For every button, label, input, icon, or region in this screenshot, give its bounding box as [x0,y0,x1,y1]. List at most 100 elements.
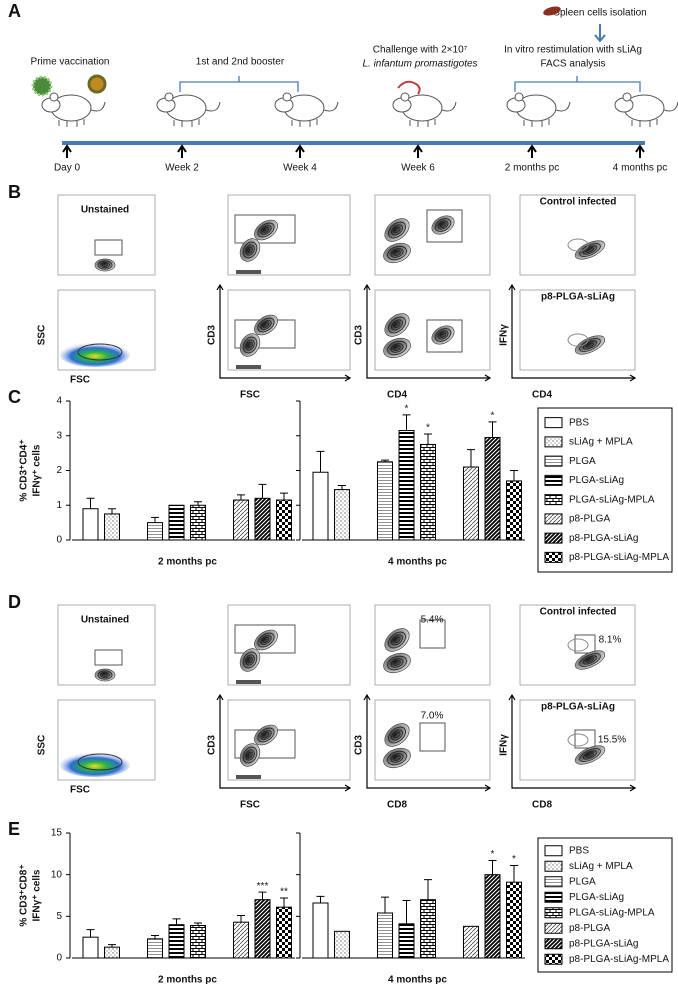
contour [567,733,589,747]
cell-population [574,650,606,670]
bracket [514,76,641,92]
contour [390,753,404,763]
error-bar [258,483,267,499]
timepoint-arrow [413,144,423,158]
legend-swatch [544,494,563,506]
error-bar [258,891,267,900]
error-bar [510,865,518,883]
legend-label: PLGA-sLiAg-MPLA [569,907,655,918]
contour [387,340,407,356]
mouse-legs [409,119,436,127]
axis-label: IFNγ [499,734,510,756]
plot-frame [57,194,156,276]
axis-arrows [216,693,352,792]
mouse-legs [291,119,318,127]
gate [426,209,463,243]
contour [388,221,406,239]
legend-label: PLGA-sLiAg [569,475,624,486]
contour [582,340,598,350]
y-tick-label: 15 [51,828,63,839]
bar [312,902,329,959]
error-bar [108,944,116,948]
scatter-density [60,343,130,367]
contour [262,732,270,738]
cell-population [239,333,261,357]
error-bar [151,516,159,523]
mouse-tail [441,101,457,112]
bar [398,923,415,959]
event-label: L. infantum promastigotes [362,59,477,70]
gate [574,634,596,654]
contour [388,316,406,334]
axis-label: FSC [240,800,260,811]
contour [393,660,401,666]
gate [77,343,123,361]
legend-swatch [544,922,563,934]
cell-population [431,325,455,345]
gate-percentage: 8.1% [599,635,622,646]
contour [260,730,272,740]
y-tick-label: 3 [56,430,62,441]
axis-arrows [216,283,352,382]
contour [393,731,401,739]
contour [582,655,598,665]
error-bar [338,484,346,490]
y-tick-label: 10 [51,869,63,880]
significance-label: *** [257,881,269,892]
contour [393,226,401,234]
axis-label: CD3 [207,325,218,345]
contour [242,746,258,764]
mouse-tail [555,101,571,112]
panel-label: E [8,819,20,839]
bar [233,921,249,959]
contour [245,244,255,256]
plot-title: Unstained [81,615,129,626]
plot-frame [519,604,636,686]
bar [254,899,271,959]
contour [579,748,601,762]
contour [260,635,272,645]
gate [419,722,446,752]
contour [247,341,253,349]
contour [387,245,407,261]
timepoint-arrow [635,144,645,158]
legend-swatch [544,532,563,544]
plot-frame [374,194,491,276]
contour [257,317,275,333]
plot-frame [374,699,491,781]
cell-population [383,242,411,264]
bar [420,899,436,959]
mouse-legs [58,119,85,127]
error-bar [237,915,245,923]
plot-frame [374,604,491,686]
y-axis-label: IFNγ⁺ cells [32,444,43,496]
contour [388,726,406,744]
gate [234,624,296,654]
contour [257,727,275,743]
contour [567,638,589,652]
axis-label: CD3 [354,325,365,345]
contour [391,729,403,741]
plot-frame [57,699,156,781]
axis-label: SSC [37,735,48,756]
mouse-legs [523,119,550,127]
plot-frame [519,194,636,276]
contour [387,750,407,766]
y-tick-label: 4 [56,396,62,407]
scatter-density [60,753,130,777]
contour [439,222,447,228]
contour [393,321,401,329]
spleen-icon [543,6,561,16]
bar [147,522,163,541]
axis-label: FSC [240,390,260,401]
cell-population [574,335,606,355]
timepoint-arrow [295,144,305,158]
panel-label: A [8,1,21,21]
contour [242,336,258,354]
timepoint-label: Week 6 [401,163,435,174]
legend-label: p8-PLGA [569,514,610,525]
legend-label: p8-PLGA [569,923,610,934]
bar [334,930,350,959]
error-bar [280,492,288,501]
